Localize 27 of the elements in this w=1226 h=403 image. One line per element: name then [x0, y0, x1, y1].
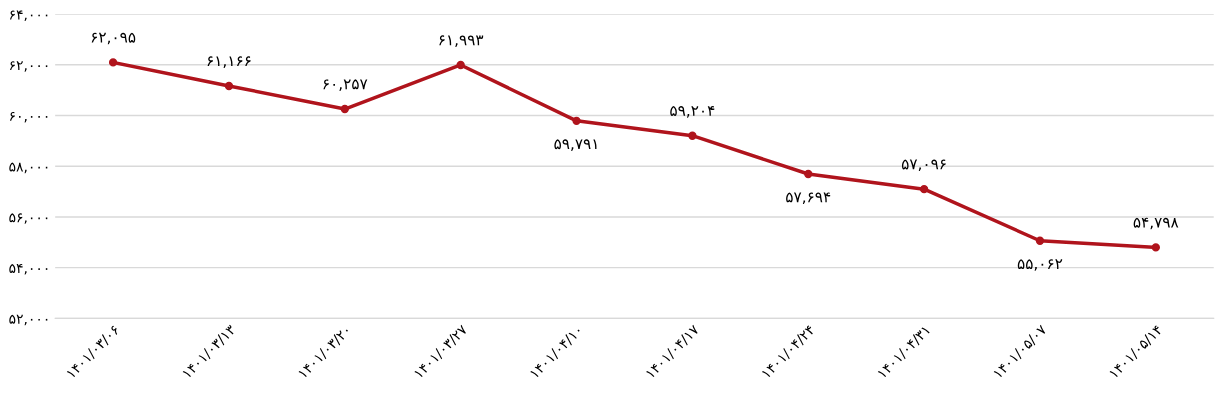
- data-label: ۵۴,۷۹۸: [1133, 217, 1179, 230]
- point: [1035, 236, 1045, 245]
- point: [340, 104, 349, 114]
- y-tick-label: ۶۴,۰۰۰: [10, 10, 48, 21]
- data-label: ۵۵,۰۶۲: [1017, 259, 1063, 271]
- y-tick-label: ۶۰,۰۰۰: [10, 111, 48, 123]
- point: [1151, 243, 1160, 252]
- data-label: ۵۷,۶۹۴: [786, 192, 831, 205]
- point: [919, 184, 929, 194]
- data-label: ۵۹,۷۹۱: [554, 139, 597, 151]
- data-label: ۶۱,۹۹۳: [439, 35, 484, 47]
- point: [572, 116, 581, 125]
- y-tick-label: ۶۲,۰۰۰: [10, 61, 48, 72]
- data-label: ۵۹,۲۰۴: [670, 106, 715, 118]
- y-tick-label: ۵۸,۰۰۰: [9, 162, 48, 174]
- point: [108, 58, 118, 67]
- point: [224, 81, 234, 91]
- y-tick-label: ۵۴,۰۰۰: [9, 264, 48, 275]
- y-tick-label: ۵۲,۰۰۰: [9, 314, 48, 326]
- data-label: ۶۲,۰۹۵: [91, 32, 136, 45]
- y-tick-label: ۵۶,۰۰۰: [9, 213, 48, 224]
- point: [688, 131, 697, 140]
- point: [456, 60, 465, 70]
- data-label: ۶۱,۱۶۶: [207, 56, 251, 68]
- point: [804, 169, 813, 179]
- data-label: ۵۷,۰۹۶: [901, 159, 946, 172]
- data-label: ۶۰,۲۵۷: [323, 79, 368, 91]
